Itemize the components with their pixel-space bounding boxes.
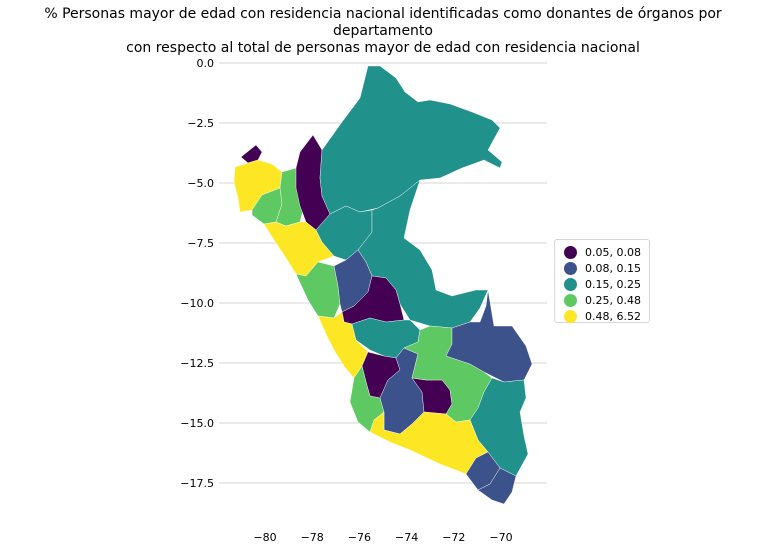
chart-title: % Personas mayor de edad con residencia … xyxy=(0,6,766,57)
x-axis: −80 −78 −76 −74 −72 −70 xyxy=(253,531,512,544)
y-tick-label: −7.5 xyxy=(187,237,214,250)
x-tick-label: −78 xyxy=(301,531,324,544)
y-tick-label: −2.5 xyxy=(187,117,214,130)
y-axis: 0.0 −2.5 −5.0 −7.5 −10.0 −12.5 −15.0 −17.5 xyxy=(180,57,214,490)
legend-label: 0.48, 6.52 xyxy=(585,309,641,323)
y-tick-label: −10.0 xyxy=(180,297,214,310)
legend-item: 0.15, 0.25 xyxy=(564,276,649,292)
y-tick-label: −15.0 xyxy=(180,417,214,430)
x-tick-label: −72 xyxy=(442,531,465,544)
legend-item: 0.25, 0.48 xyxy=(564,292,649,308)
region-madre-de-dios xyxy=(445,289,533,383)
y-tick-label: 0.0 xyxy=(197,57,215,70)
legend-item: 0.48, 6.52 xyxy=(564,308,649,324)
x-tick-label: −80 xyxy=(253,531,276,544)
legend-item: 0.05, 0.08 xyxy=(564,244,649,260)
legend-label: 0.15, 0.25 xyxy=(585,277,641,291)
x-tick-label: −70 xyxy=(489,531,512,544)
legend-label: 0.25, 0.48 xyxy=(585,293,641,307)
region-tumbes xyxy=(240,144,263,164)
region-tacna xyxy=(477,467,517,505)
legend-marker xyxy=(564,293,577,307)
legend-label: 0.05, 0.08 xyxy=(585,245,641,259)
map-regions xyxy=(233,65,533,505)
x-tick-label: −74 xyxy=(395,531,418,544)
legend-label: 0.08, 0.15 xyxy=(585,261,641,275)
y-tick-label: −17.5 xyxy=(180,477,214,490)
region-arequipa xyxy=(369,411,489,475)
chart-title-line-2: con respecto al total de personas mayor … xyxy=(126,40,640,56)
legend-marker xyxy=(564,261,577,275)
chart-title-line-1: % Personas mayor de edad con residencia … xyxy=(44,6,722,39)
legend-marker xyxy=(564,309,577,323)
y-tick-label: −5.0 xyxy=(187,177,214,190)
legend: 0.05, 0.08 0.08, 0.15 0.15, 0.25 0.25, 0… xyxy=(554,239,650,323)
x-tick-label: −76 xyxy=(348,531,371,544)
legend-marker xyxy=(564,245,577,259)
legend-marker xyxy=(564,277,577,291)
y-tick-label: −12.5 xyxy=(180,357,214,370)
legend-item: 0.08, 0.15 xyxy=(564,260,649,276)
